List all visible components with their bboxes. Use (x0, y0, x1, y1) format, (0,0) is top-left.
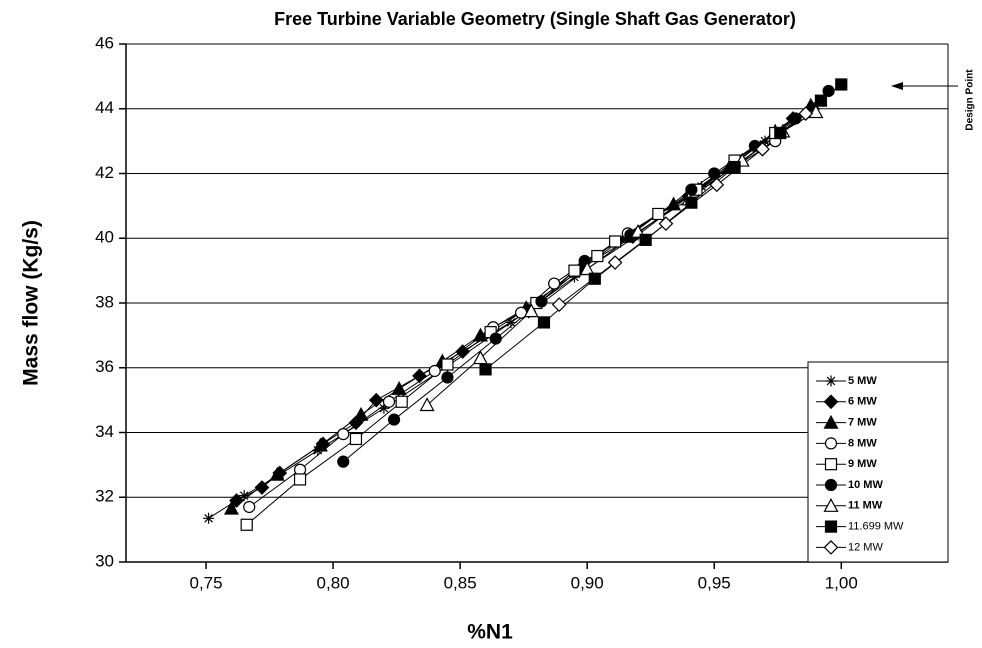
legend-label: 11.699 MW (848, 521, 904, 533)
marker (568, 271, 580, 283)
marker (822, 84, 835, 98)
marker (824, 458, 838, 471)
marker (505, 316, 517, 328)
x-tick-label: 0,80 (317, 573, 350, 592)
y-tick-label: 34 (95, 422, 114, 441)
marker (548, 277, 561, 290)
marker (666, 196, 682, 211)
marker (825, 375, 837, 387)
marker (685, 196, 698, 209)
legend-label: 9 MW (848, 458, 877, 470)
marker (639, 233, 652, 246)
marker (441, 371, 454, 384)
x-tick-label: 0,85 (444, 573, 477, 592)
marker (823, 394, 839, 410)
marker (759, 135, 771, 147)
marker (441, 358, 454, 371)
marker (223, 500, 239, 515)
marker (609, 235, 622, 248)
y-tick-label: 46 (95, 33, 114, 52)
marker (774, 126, 787, 140)
marker (835, 78, 848, 91)
marker (652, 207, 665, 221)
marker (368, 392, 384, 408)
marker (824, 478, 838, 492)
marker (824, 437, 838, 450)
x-tick-label: 0,75 (189, 573, 222, 592)
marker (203, 512, 215, 524)
legend-label: 8 MW (848, 437, 877, 449)
chart-title: Free Turbine Variable Geometry (Single S… (274, 9, 796, 29)
y-tick-label: 30 (95, 551, 114, 570)
marker (824, 520, 838, 533)
legend-label: 5 MW (848, 375, 877, 387)
legend-label: 12 MW (848, 541, 883, 553)
legend-label: 6 MW (848, 396, 877, 408)
marker (479, 363, 492, 376)
marker (337, 455, 350, 468)
marker (709, 177, 725, 193)
marker (382, 395, 396, 408)
marker (337, 428, 350, 441)
marker (229, 493, 244, 508)
y-axis-label: Mass flow (Kg/s) (20, 220, 43, 386)
x-tick-label: 0,90 (571, 573, 604, 592)
marker (551, 297, 567, 312)
marker (755, 141, 770, 157)
marker (798, 106, 814, 121)
legend-label: 11 MW (848, 500, 883, 512)
marker (269, 466, 285, 481)
marker (472, 327, 488, 342)
y-tick-label: 40 (95, 228, 114, 247)
marker (823, 498, 839, 512)
y-tick-label: 32 (95, 487, 114, 506)
marker (814, 94, 828, 107)
marker (658, 216, 674, 232)
x-tick-label: 0,95 (698, 573, 731, 592)
marker (254, 480, 270, 495)
marker (607, 255, 623, 270)
marker (395, 395, 408, 408)
marker (243, 500, 256, 514)
marker (588, 272, 601, 285)
marker (412, 368, 427, 384)
marker (349, 432, 363, 446)
marker (238, 490, 250, 502)
marker (489, 332, 502, 345)
x-axis-label: %N1 (467, 621, 513, 644)
marker (789, 112, 802, 125)
marker (240, 518, 253, 531)
marker (293, 473, 307, 486)
y-tick-label: 38 (95, 292, 114, 311)
marker (428, 364, 441, 378)
marker (568, 264, 581, 277)
marker (378, 402, 390, 414)
x-tick-label: 1,00 (825, 573, 858, 592)
marker (685, 183, 698, 196)
annotation: Design Point (965, 69, 976, 131)
marker (387, 413, 401, 426)
marker (523, 303, 539, 318)
marker (728, 160, 741, 174)
y-tick-label: 36 (95, 357, 114, 376)
y-tick-label: 42 (95, 163, 114, 182)
marker (708, 167, 721, 180)
marker (391, 381, 407, 395)
marker (419, 397, 435, 412)
marker (455, 344, 471, 359)
marker (808, 104, 824, 119)
marker (535, 295, 548, 308)
legend-label: 7 MW (848, 417, 877, 429)
marker (591, 249, 604, 263)
legend-label: 10 MW (848, 479, 883, 491)
y-tick-label: 44 (95, 98, 114, 117)
marker (312, 437, 328, 452)
marker (537, 316, 551, 329)
marker (823, 540, 839, 555)
marker (353, 406, 369, 421)
marker (579, 261, 595, 276)
marker (823, 414, 839, 429)
